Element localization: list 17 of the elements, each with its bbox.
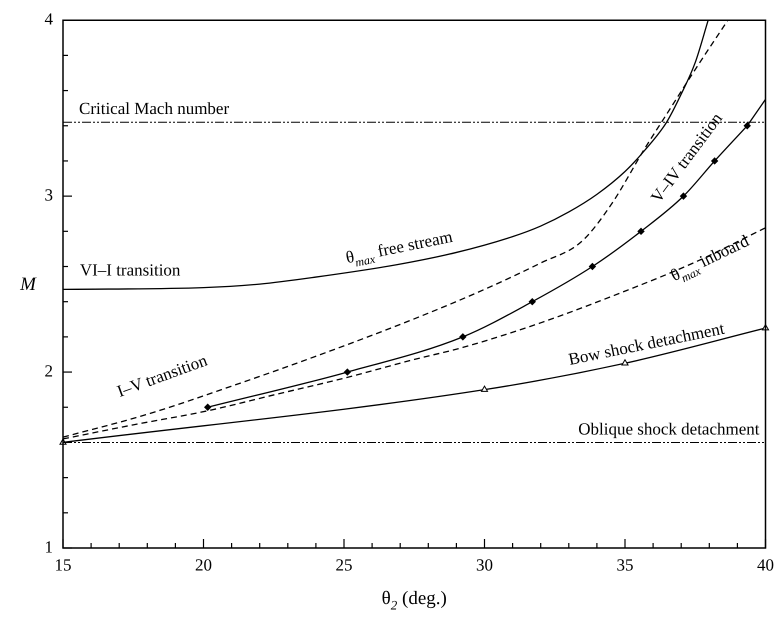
y-tick-label: 3 [44, 186, 53, 205]
x-tick-label: 30 [476, 556, 493, 575]
ref-line-label: Critical Mach number [79, 99, 230, 118]
annotation: Bow shock detachment [566, 318, 726, 369]
y-tick-label: 2 [44, 362, 53, 381]
x-tick-label: 20 [195, 556, 212, 575]
ref-line-label: Oblique shock detachment [578, 419, 760, 438]
y-tick-label: 1 [44, 537, 53, 556]
annotation: VI–I transition [80, 260, 181, 280]
annotation: θmax free stream [344, 226, 454, 270]
annotation: I–V transition [114, 350, 210, 401]
x-tick-label: 40 [757, 556, 774, 575]
x-tick-label: 25 [336, 556, 352, 575]
x-tick-label: 15 [54, 556, 72, 575]
x-tick-label: 35 [616, 556, 634, 575]
y-axis-title: M [19, 274, 38, 296]
y-tick-label: 4 [44, 10, 54, 29]
